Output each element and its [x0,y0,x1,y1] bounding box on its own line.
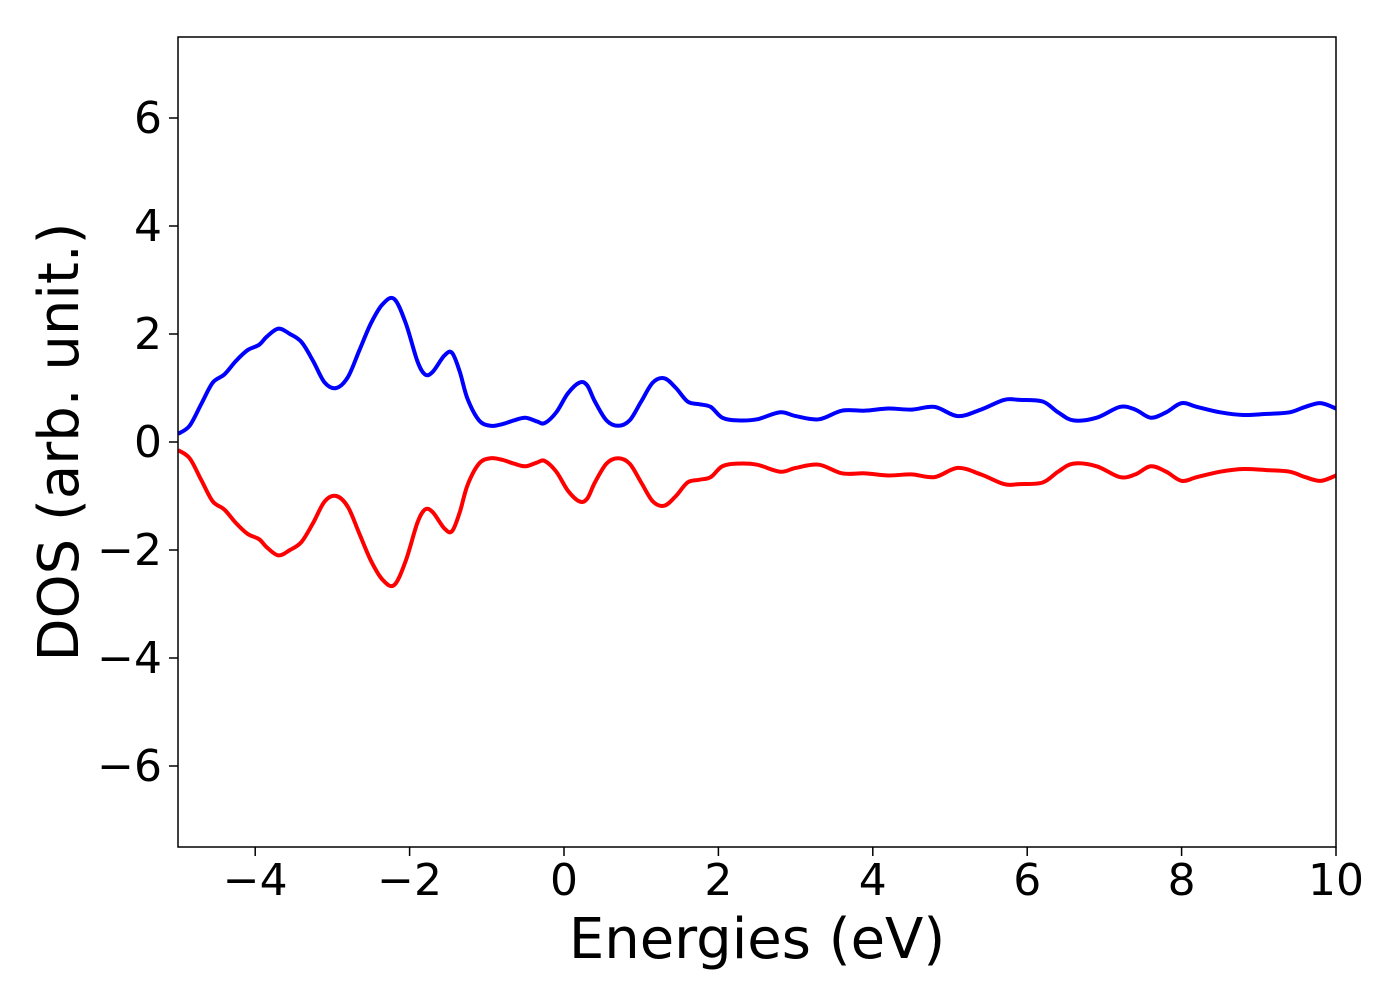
x-tick-label: 2 [704,855,732,906]
y-axis: −6 −4 −2 0 2 4 6 [97,93,178,792]
series-line-spin-up [178,295,1336,436]
y-tick-label: −6 [97,741,162,792]
x-tick-label: 4 [859,855,887,906]
plot-area [177,36,1337,848]
y-tick-label: −2 [97,525,162,576]
y-tick-label: −4 [97,633,162,684]
x-tick-label: −2 [377,855,442,906]
x-axis-label: Energies (eV) [569,907,945,972]
x-tick-label: 8 [1168,855,1196,906]
x-tick-label: 10 [1308,855,1364,906]
y-tick-label: 0 [134,417,162,468]
x-tick-label: −4 [223,855,288,906]
series-layer [178,295,1336,589]
series-line-spin-down [178,448,1336,589]
plot-frame [177,36,1337,848]
y-axis-label: DOS (arb. unit.) [27,222,92,661]
y-tick-label: 2 [134,309,162,360]
x-tick-label: 6 [1013,855,1041,906]
x-axis: −4 −2 0 2 4 6 8 10 [223,847,1364,906]
y-tick-label: 6 [134,93,162,144]
x-tick-label: 0 [550,855,578,906]
y-tick-label: 4 [134,201,162,252]
